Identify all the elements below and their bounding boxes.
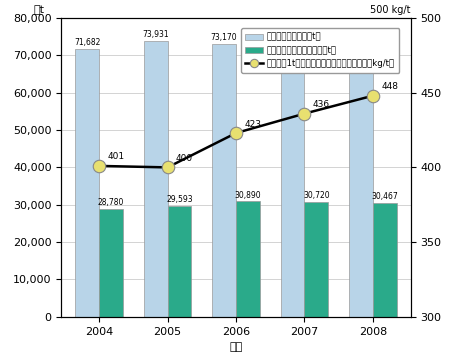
- Bar: [304, 202, 329, 317]
- Text: 30,467: 30,467: [371, 192, 398, 201]
- Bar: [373, 203, 397, 317]
- Text: 71,682: 71,682: [74, 38, 100, 47]
- Bar: [99, 209, 123, 317]
- Bar: [236, 202, 260, 317]
- Text: 400: 400: [176, 154, 193, 163]
- Bar: [143, 41, 168, 317]
- Text: 500 kg/t: 500 kg/t: [370, 5, 411, 15]
- Text: 73,931: 73,931: [142, 30, 169, 39]
- X-axis label: 年度: 年度: [229, 342, 243, 352]
- Text: 30,890: 30,890: [235, 190, 261, 199]
- Text: 千t: 千t: [34, 5, 44, 15]
- Text: 436: 436: [313, 100, 330, 109]
- Text: 448: 448: [381, 82, 398, 91]
- Legend: セメント生産高（千t）, 廃棔物・副産物使用量（千t）, セメント1tあたりの廃棔物・副産物使用量（kg/t）: セメント生産高（千t）, 廃棔物・副産物使用量（千t）, セメント1tあたりの廃…: [241, 28, 399, 72]
- Text: 65,895: 65,895: [348, 60, 374, 69]
- Text: 29,593: 29,593: [166, 195, 193, 204]
- Bar: [75, 49, 99, 317]
- Text: 423: 423: [244, 120, 261, 129]
- Text: 30,720: 30,720: [303, 191, 330, 200]
- Text: 28,780: 28,780: [98, 198, 124, 207]
- Text: 70,600: 70,600: [279, 42, 306, 51]
- Bar: [168, 206, 192, 317]
- Text: 401: 401: [107, 152, 124, 161]
- Bar: [212, 44, 236, 317]
- Bar: [349, 71, 373, 317]
- Text: 73,170: 73,170: [211, 33, 237, 42]
- Bar: [280, 53, 304, 317]
